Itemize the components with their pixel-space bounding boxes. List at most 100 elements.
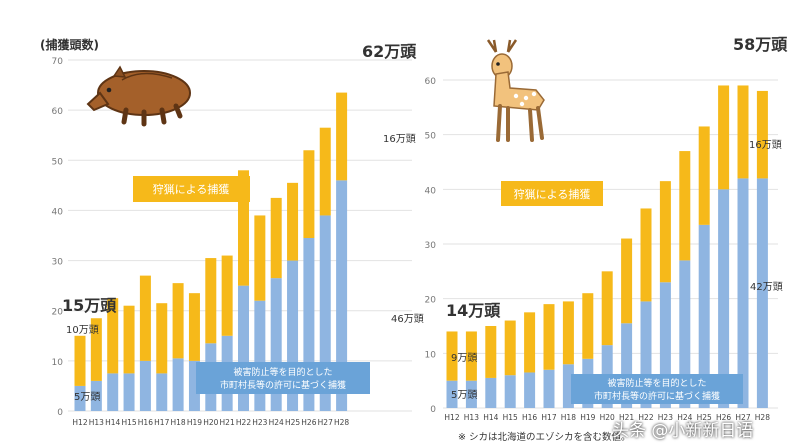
bar-culling-H28 bbox=[336, 180, 348, 411]
bar-culling-H25 bbox=[287, 260, 299, 411]
y-tick-label: 0 bbox=[430, 405, 436, 415]
deer-spot bbox=[531, 91, 537, 97]
x-tick-label: H15 bbox=[121, 418, 136, 427]
bar-hunting-H18 bbox=[172, 283, 184, 359]
x-tick-label: H17 bbox=[154, 418, 169, 427]
hunting-left-label: 9万頭 bbox=[451, 352, 477, 364]
x-tick-label: H12 bbox=[72, 418, 87, 427]
x-tick-label: H24 bbox=[677, 413, 692, 422]
total-right-label: 62万頭 bbox=[362, 42, 417, 61]
deer-spot bbox=[523, 95, 529, 101]
hunting-box bbox=[501, 181, 603, 206]
x-tick-label: H25 bbox=[285, 418, 300, 427]
culling-box bbox=[571, 374, 743, 404]
y-tick-label: 40 bbox=[52, 207, 64, 217]
x-tick-label: H16 bbox=[522, 413, 537, 422]
bar-hunting-H13 bbox=[90, 318, 102, 381]
bar-hunting-H23 bbox=[254, 215, 266, 301]
x-tick-label: H22 bbox=[236, 418, 251, 427]
x-tick-label: H25 bbox=[697, 413, 712, 422]
y-tick-label: 0 bbox=[57, 408, 63, 418]
y-tick-label: 10 bbox=[425, 350, 437, 360]
x-tick-label: H28 bbox=[755, 413, 770, 422]
culling-box-label: 被害防止等を目的とした bbox=[607, 377, 706, 389]
deer-chart: 0 10 20 30 40 50 60 H12 H13 H14 H15 H16 H17 H18 H19 H20… bbox=[425, 35, 789, 443]
bar-culling-H19 bbox=[188, 360, 200, 411]
x-tick-label: H23 bbox=[658, 413, 673, 422]
bar-culling-H23 bbox=[254, 300, 266, 411]
culling-box-label: 市町村長等の許可に基づく捕獲 bbox=[594, 390, 720, 402]
x-tick-label: H19 bbox=[580, 413, 595, 422]
bar-hunting-H19 bbox=[582, 293, 594, 359]
hunting-box-label: 狩猟による捕獲 bbox=[153, 182, 230, 196]
y-tick-label: 40 bbox=[425, 186, 437, 196]
bar-culling-H22 bbox=[238, 285, 249, 411]
footnote: ※ シカは北海道のエゾシカを含む数値。 bbox=[458, 431, 630, 443]
deer-icon bbox=[486, 39, 545, 142]
deer-leg bbox=[528, 108, 534, 142]
x-tick-label: H27 bbox=[735, 413, 750, 422]
deer-spot bbox=[513, 93, 519, 99]
bar-hunting-H12 bbox=[446, 331, 458, 381]
x-tick-label: H13 bbox=[89, 418, 104, 427]
bar-culling-H17 bbox=[156, 373, 168, 411]
bar-hunting-H20 bbox=[205, 258, 217, 344]
y-tick-label: 70 bbox=[52, 57, 64, 67]
x-tick-label: H17 bbox=[541, 413, 556, 422]
bar-culling-H15 bbox=[504, 375, 516, 408]
bar-culling-H18 bbox=[172, 358, 184, 411]
total-left-label: 15万頭 bbox=[62, 296, 117, 315]
x-tick-label: H16 bbox=[138, 418, 153, 427]
bar-hunting-H16 bbox=[139, 275, 151, 361]
bar-hunting-H22 bbox=[640, 208, 652, 302]
total-left-label: 14万頭 bbox=[446, 301, 501, 320]
bar-hunting-H21 bbox=[221, 255, 233, 336]
x-tick-label: H12 bbox=[444, 413, 459, 422]
culling-box bbox=[196, 362, 370, 394]
deer-antlers bbox=[486, 39, 518, 53]
boar-leg bbox=[159, 107, 167, 125]
boar-snout bbox=[86, 91, 110, 112]
bar-hunting-H25 bbox=[698, 126, 710, 225]
x-tick-label: H27 bbox=[318, 418, 333, 427]
bar-culling-H13 bbox=[90, 380, 102, 411]
total-right-label: 58万頭 bbox=[733, 35, 788, 54]
bar-hunting-H26 bbox=[303, 150, 315, 239]
x-tick-label: H24 bbox=[269, 418, 284, 427]
y-tick-label: 20 bbox=[425, 296, 437, 306]
y-tick-label: 60 bbox=[52, 107, 64, 117]
bar-hunting-H14 bbox=[485, 326, 497, 378]
watermark: 头条 @小新新日语 bbox=[612, 420, 754, 441]
bar-culling-H16 bbox=[139, 360, 151, 411]
bar-culling-H18 bbox=[562, 364, 574, 408]
hunting-right-label: 16万頭 bbox=[749, 139, 782, 151]
x-tick-label: H22 bbox=[638, 413, 653, 422]
bar-hunting-H17 bbox=[156, 303, 168, 374]
bar-hunting-H18 bbox=[562, 301, 574, 365]
culling-left-label: 5万頭 bbox=[74, 391, 100, 403]
y-tick-label: 30 bbox=[425, 241, 437, 251]
bar-culling-H22 bbox=[640, 301, 652, 408]
y-tick-label: 20 bbox=[52, 308, 64, 318]
bar-hunting-H24 bbox=[679, 151, 691, 261]
bar-culling-H26 bbox=[718, 189, 730, 408]
y-tick-label: 50 bbox=[425, 132, 437, 142]
bar-culling-H17 bbox=[543, 369, 555, 408]
y-tick-label: 50 bbox=[52, 157, 64, 167]
x-tick-label: H20 bbox=[203, 418, 218, 427]
bar-hunting-H14 bbox=[107, 298, 119, 374]
x-tick-label: H20 bbox=[600, 413, 615, 422]
bar-hunting-H13 bbox=[465, 331, 477, 381]
bar-culling-H26 bbox=[303, 238, 315, 411]
deer-leg bbox=[536, 106, 544, 140]
x-tick-label: H28 bbox=[334, 418, 349, 427]
bar-culling-H12 bbox=[446, 380, 458, 408]
y-tick-label: 60 bbox=[425, 77, 437, 87]
culling-right-label: 46万頭 bbox=[391, 313, 424, 325]
bar-hunting-H22 bbox=[238, 170, 249, 286]
x-tick-label: H23 bbox=[252, 418, 267, 427]
x-tick-label: H26 bbox=[716, 413, 731, 422]
y-tick-label: 10 bbox=[52, 358, 64, 368]
